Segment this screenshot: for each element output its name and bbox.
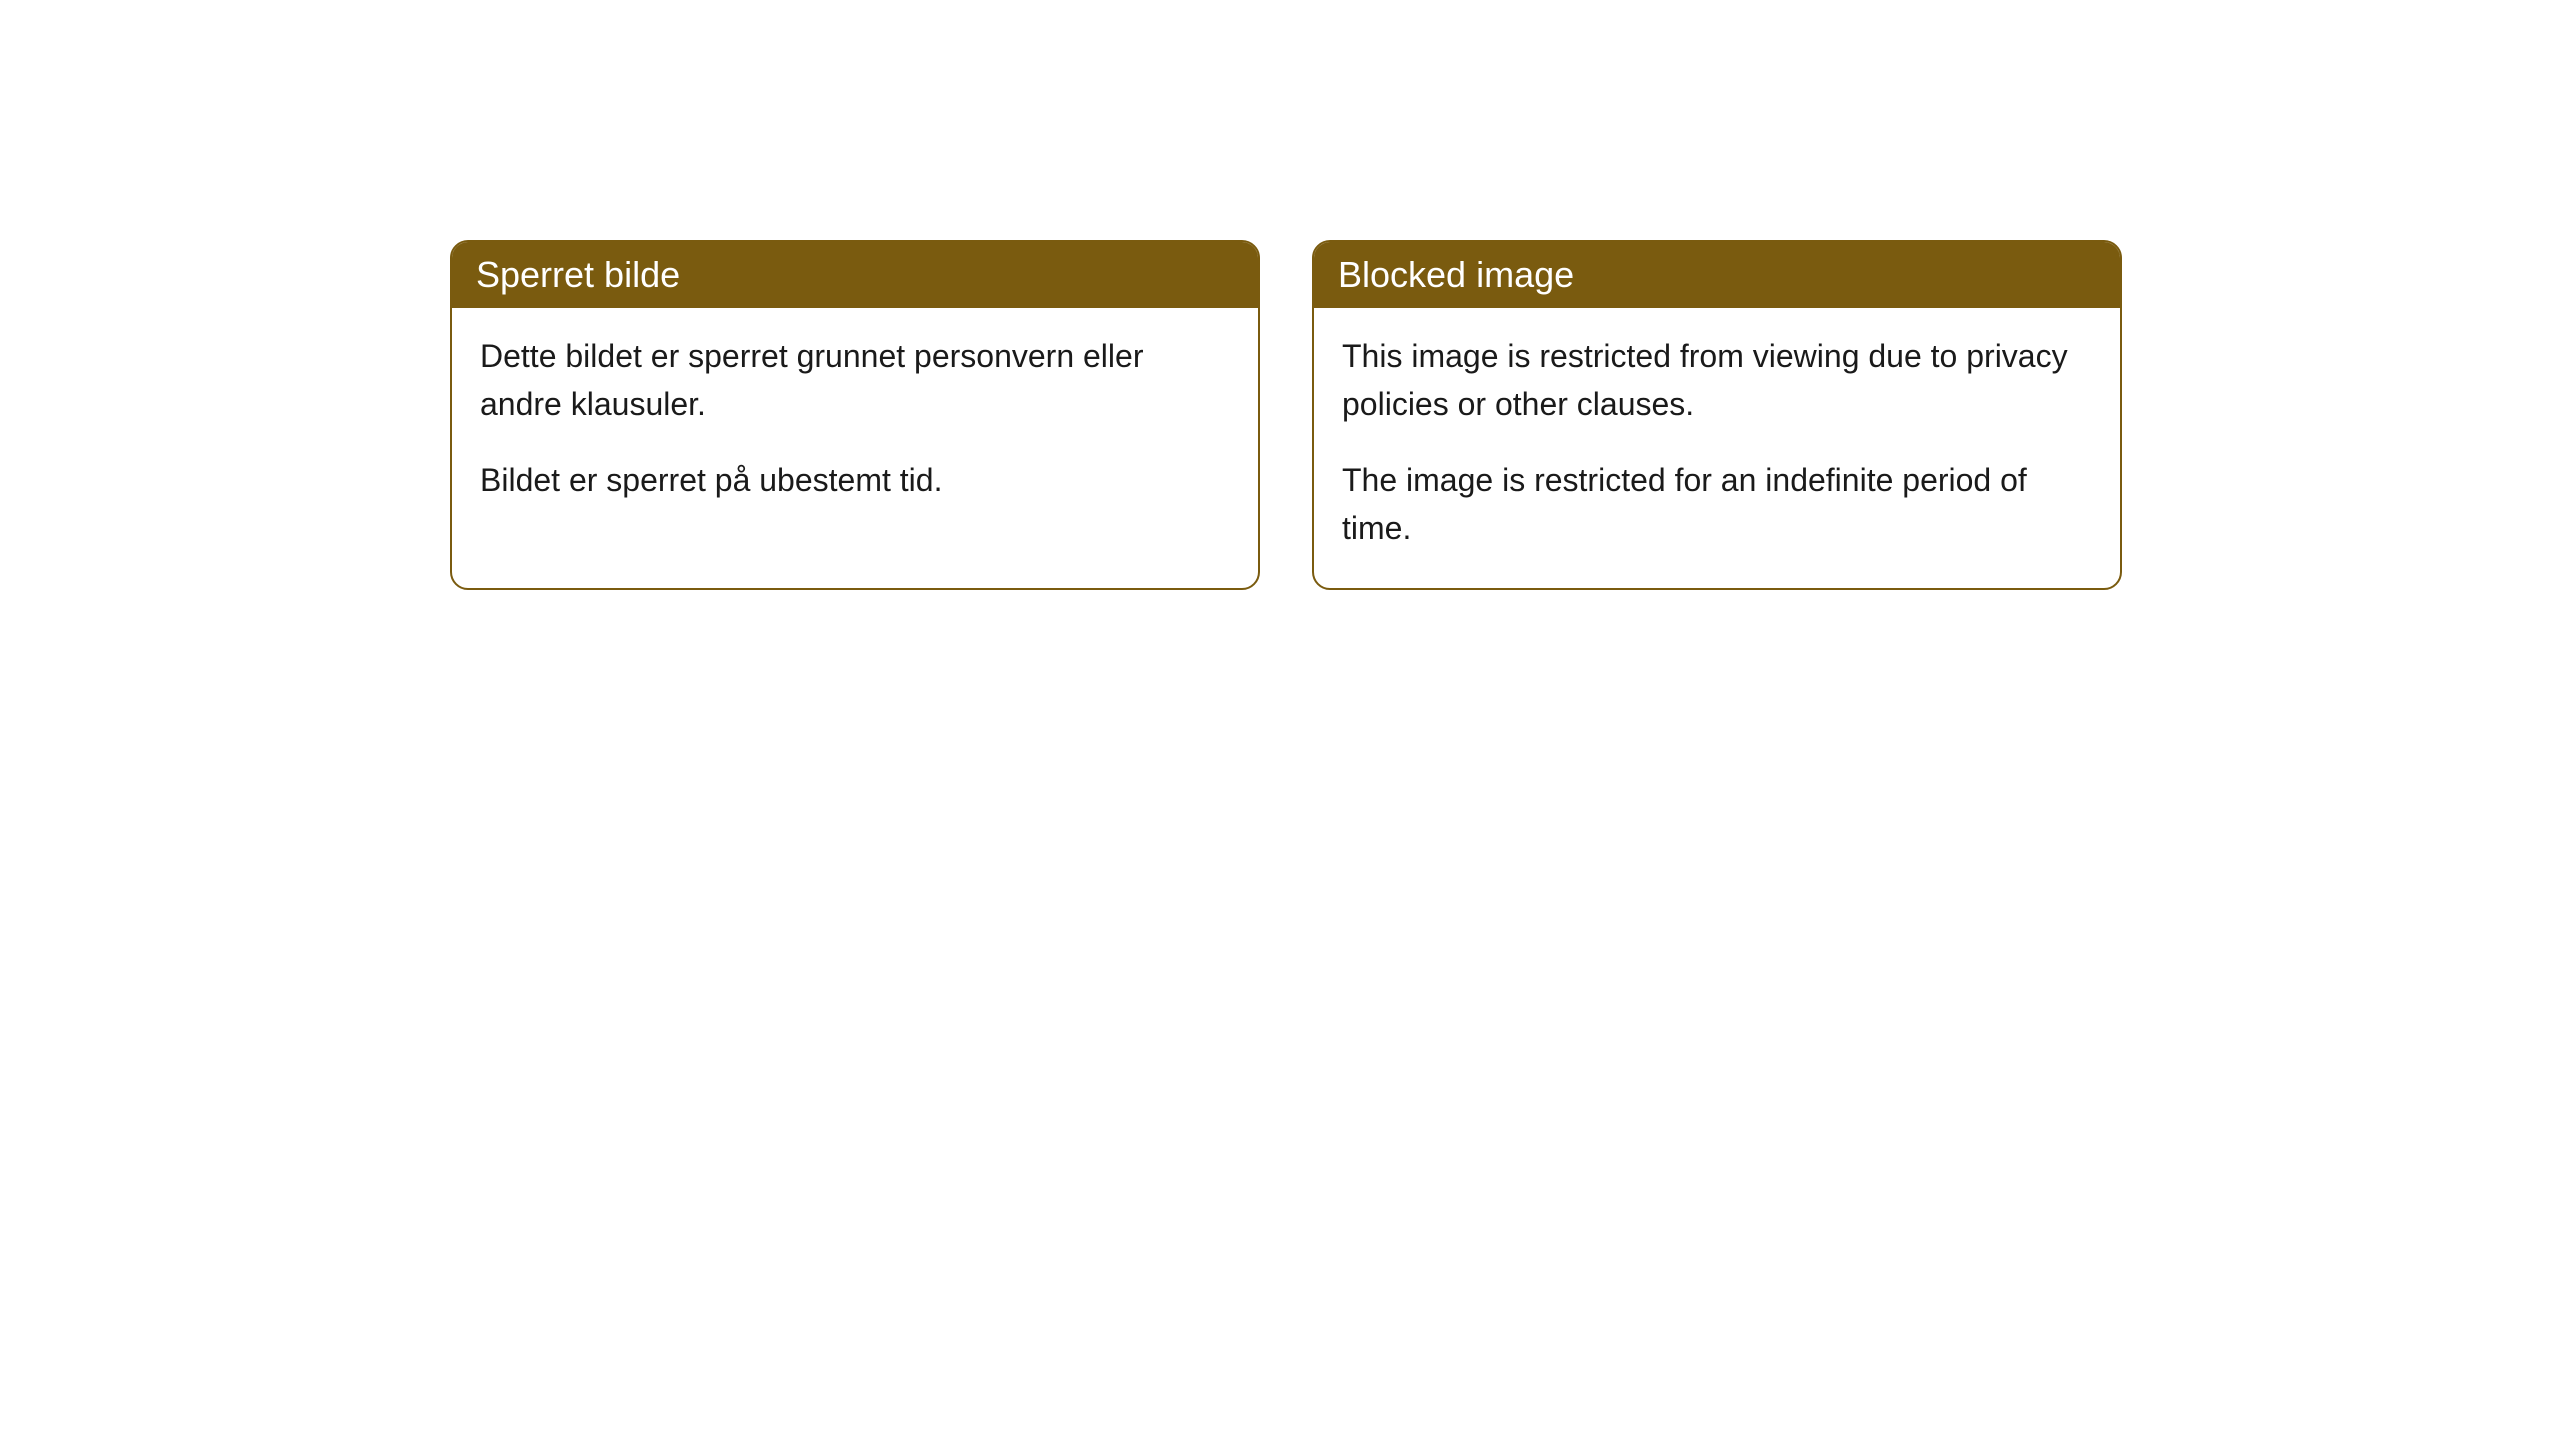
card-body-en: This image is restricted from viewing du… — [1314, 308, 2120, 588]
card-header-en: Blocked image — [1314, 242, 2120, 308]
card-text-en-1: This image is restricted from viewing du… — [1342, 332, 2092, 428]
blocked-image-card-en: Blocked image This image is restricted f… — [1312, 240, 2122, 590]
card-container: Sperret bilde Dette bildet er sperret gr… — [450, 240, 2122, 590]
card-body-no: Dette bildet er sperret grunnet personve… — [452, 308, 1258, 540]
card-text-en-2: The image is restricted for an indefinit… — [1342, 456, 2092, 552]
card-text-no-2: Bildet er sperret på ubestemt tid. — [480, 456, 1230, 504]
card-header-no: Sperret bilde — [452, 242, 1258, 308]
card-text-no-1: Dette bildet er sperret grunnet personve… — [480, 332, 1230, 428]
blocked-image-card-no: Sperret bilde Dette bildet er sperret gr… — [450, 240, 1260, 590]
